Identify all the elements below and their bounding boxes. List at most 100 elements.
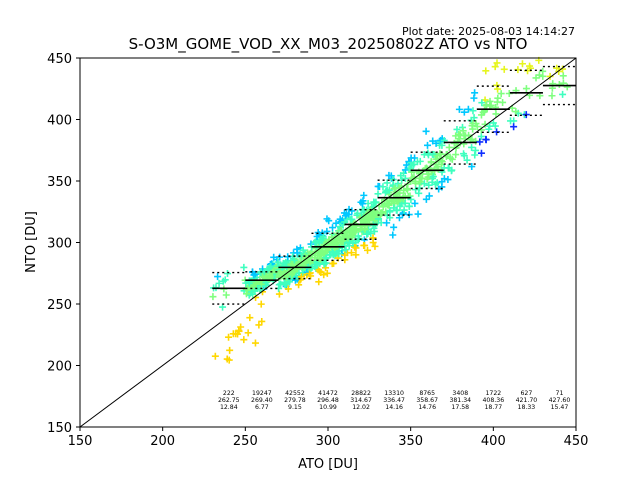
scatter-point — [440, 175, 448, 183]
scatter-point — [408, 162, 416, 170]
scatter-point — [404, 186, 412, 194]
scatter-point — [300, 259, 308, 267]
axis-ticks: 150 200 250 300 350 400 450 150 200 250 300 350 400 4… — [47, 52, 588, 449]
scatter-point — [414, 210, 422, 218]
scatter-point — [360, 191, 368, 199]
scatter-point — [297, 251, 305, 259]
scatter-point — [462, 132, 469, 140]
scatter-point — [315, 239, 323, 247]
x-tick-label: 200 — [150, 434, 175, 449]
scatter-point — [473, 123, 481, 131]
bin-std-label: 12.84 — [220, 404, 238, 411]
scatter-point — [469, 107, 477, 115]
point-group — [209, 56, 571, 364]
scatter-point — [470, 94, 478, 102]
scatter-point — [420, 180, 428, 188]
scatter-point — [499, 98, 507, 106]
scatter-point — [274, 258, 282, 266]
scatter-point — [299, 246, 307, 254]
scatter-point — [478, 99, 486, 107]
scatter-point — [444, 164, 452, 172]
scatter-point — [518, 60, 526, 68]
scatter-point — [335, 250, 343, 258]
y-tick-label: 400 — [47, 114, 72, 129]
scatter-point — [463, 156, 471, 164]
scatter-point — [394, 193, 402, 201]
scatter-point — [470, 114, 478, 122]
scatter-point — [403, 185, 411, 193]
scatter-point — [371, 199, 379, 207]
scatter-point — [242, 285, 250, 293]
scatter-point — [337, 235, 345, 243]
y-tick-label: 150 — [47, 421, 72, 436]
scatter-point — [477, 132, 485, 140]
one-to-one-line — [79, 57, 577, 428]
scatter-point — [424, 149, 432, 157]
scatter-point — [325, 217, 333, 225]
bin-count-label: 8765 — [419, 390, 435, 397]
scatter-point — [378, 209, 386, 217]
scatter-point — [401, 166, 409, 174]
scatter-point — [347, 228, 355, 236]
bin-mean-label: 336.47 — [383, 397, 405, 404]
bin-mean-label: 269.40 — [251, 397, 273, 404]
bin-count-label: 1722 — [485, 390, 501, 397]
scatter-point — [281, 280, 289, 288]
scatter-point — [295, 281, 303, 289]
scatter-point — [311, 263, 319, 271]
bin-std-label: 6.77 — [255, 404, 269, 411]
scatter-point — [322, 254, 330, 262]
scatter-point — [469, 119, 477, 127]
scatter-point — [315, 278, 323, 286]
x-tick-label: 350 — [398, 434, 423, 449]
bin-mean-label: 358.67 — [416, 397, 438, 404]
scatter-point — [354, 209, 362, 217]
scatter-point — [352, 237, 360, 245]
bin-std-label: 12.02 — [352, 404, 370, 411]
scatter-point — [323, 247, 331, 255]
scatter-point — [289, 269, 297, 277]
bin-count-label: 28822 — [351, 390, 371, 397]
bin-std-label: 14.76 — [418, 404, 436, 411]
scatter-point — [401, 174, 409, 182]
bin-count-label: 41472 — [318, 390, 338, 397]
scatter-point — [411, 199, 419, 207]
scatter-point — [448, 155, 456, 163]
scatter-point — [225, 333, 233, 341]
scatter-point — [468, 163, 476, 171]
scatter-point — [343, 210, 351, 218]
scatter-point — [390, 204, 398, 212]
scatter-point — [379, 203, 387, 211]
scatter-point — [237, 323, 245, 331]
bin-count-label: 42552 — [285, 390, 305, 397]
scatter-point — [291, 276, 299, 284]
scatter-point — [415, 189, 423, 197]
scatter-point — [214, 273, 222, 281]
scatter-point — [497, 90, 505, 98]
scatter-point — [244, 329, 252, 337]
scatter-point — [328, 248, 336, 256]
bin-count-label: 3408 — [452, 390, 468, 397]
scatter-point — [374, 190, 382, 198]
scatter-point — [385, 171, 393, 179]
y-tick-label: 450 — [47, 52, 72, 67]
scatter-point — [250, 271, 258, 279]
scatter-point — [420, 151, 428, 159]
scatter-point — [429, 173, 437, 181]
scatter-point — [407, 195, 415, 203]
scatter-point — [477, 149, 485, 157]
scatter-point — [468, 143, 476, 151]
scatter-point — [320, 260, 328, 268]
scatter-point — [258, 317, 266, 325]
scatter-point — [360, 241, 368, 249]
scatter-point — [450, 139, 458, 147]
bin-mean-label: 262.75 — [218, 397, 240, 404]
y-tick-label: 200 — [47, 360, 72, 375]
scatter-point — [436, 141, 444, 149]
y-tick-label: 250 — [47, 298, 72, 313]
scatter-point — [306, 270, 314, 278]
bin-std-label: 18.77 — [484, 404, 502, 411]
x-tick-label: 450 — [564, 434, 589, 449]
scatter-point — [370, 227, 378, 235]
scatter-point — [348, 207, 356, 215]
